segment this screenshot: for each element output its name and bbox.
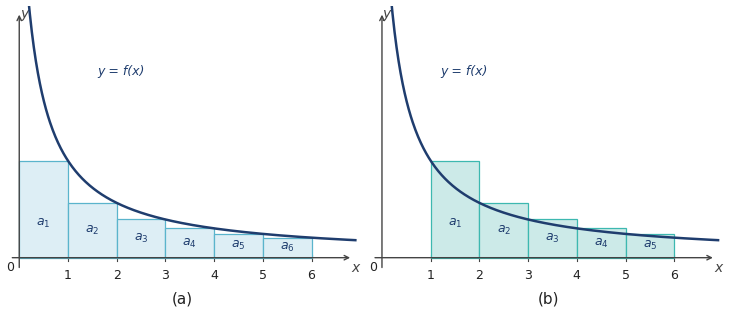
Text: 4: 4 (573, 269, 580, 282)
Text: (a): (a) (173, 292, 193, 307)
Text: 2: 2 (113, 269, 121, 282)
Text: $a_4$: $a_4$ (183, 237, 197, 249)
Text: 1: 1 (64, 269, 72, 282)
Text: (b): (b) (537, 292, 559, 307)
Text: 0: 0 (7, 261, 15, 274)
Bar (626, 234, 674, 258)
Text: y = f(x): y = f(x) (97, 65, 145, 78)
Text: $y$: $y$ (20, 8, 31, 23)
Bar (263, 238, 311, 258)
Text: $a_4$: $a_4$ (594, 237, 608, 249)
Text: $a_2$: $a_2$ (496, 224, 511, 237)
Bar (577, 228, 626, 258)
Text: $a_3$: $a_3$ (545, 232, 560, 245)
Text: 6: 6 (308, 269, 316, 282)
Text: $a_3$: $a_3$ (134, 232, 148, 245)
Text: $a_5$: $a_5$ (643, 239, 657, 252)
Bar (165, 228, 214, 258)
Text: 5: 5 (259, 269, 267, 282)
Text: y = f(x): y = f(x) (440, 65, 488, 78)
Text: $a_5$: $a_5$ (231, 239, 246, 252)
Text: 3: 3 (524, 269, 532, 282)
Text: 2: 2 (475, 269, 483, 282)
Text: $a_1$: $a_1$ (448, 217, 462, 230)
Text: 5: 5 (621, 269, 629, 282)
Text: $a_6$: $a_6$ (280, 241, 295, 254)
Bar (214, 234, 263, 258)
Bar (480, 203, 528, 258)
Text: 3: 3 (162, 269, 170, 282)
Bar (68, 203, 117, 258)
Bar (528, 219, 577, 258)
Text: $a_1$: $a_1$ (37, 217, 50, 230)
Text: $x$: $x$ (713, 261, 724, 275)
Text: 0: 0 (369, 261, 377, 274)
Bar (431, 161, 480, 258)
Text: 6: 6 (670, 269, 678, 282)
Bar (19, 161, 68, 258)
Text: $a_2$: $a_2$ (86, 224, 99, 237)
Text: $y$: $y$ (382, 8, 393, 23)
Bar (117, 219, 165, 258)
Text: 4: 4 (210, 269, 218, 282)
Text: 1: 1 (427, 269, 435, 282)
Text: $x$: $x$ (351, 261, 362, 275)
